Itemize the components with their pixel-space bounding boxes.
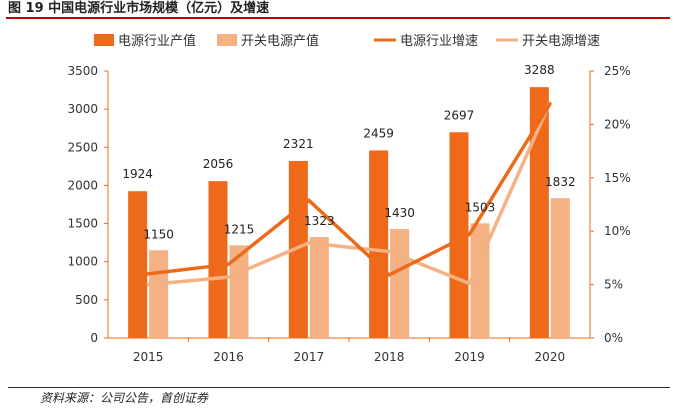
bar-industry-output [128, 191, 148, 338]
bar-switch-output [390, 228, 410, 338]
legend-label: 电源行业产值 [118, 33, 196, 49]
bar-switch-output [550, 198, 570, 338]
source-rule [8, 387, 670, 388]
x-tick-label: 2018 [374, 350, 405, 364]
line-industry-growth [146, 102, 552, 277]
axes: 0 500 1000 1500 2000 2500 3000 3500 0% 5% 10% 15% 20… [67, 64, 630, 364]
growth-lines [146, 101, 552, 287]
bar-industry-output [369, 150, 389, 338]
right-tick-label: 0% [604, 331, 623, 345]
data-label-switch: 1150 [143, 227, 174, 241]
data-label-industry: 1924 [122, 167, 153, 181]
bar-industry-output [449, 132, 469, 338]
left-tick-label: 500 [75, 293, 98, 307]
left-tick-label: 2500 [67, 140, 98, 154]
figure-title: 图 19 中国电源行业市场规模（亿元）及增速 [8, 1, 270, 16]
bar-industry-output [208, 181, 228, 338]
left-tick-label: 1500 [67, 217, 98, 231]
legend: 电源行业产值 开关电源产值 电源行业增速 开关电源增速 [94, 33, 600, 49]
line-switch-growth [146, 101, 552, 287]
data-label-industry: 3288 [524, 63, 555, 77]
right-tick-label: 15% [604, 171, 631, 185]
x-tick-label: 2015 [133, 350, 164, 364]
right-tick-label: 20% [604, 117, 631, 131]
data-labels: 1924 1150 2056 1215 2321 1323 2459 1430 2697 1503… [122, 63, 575, 241]
data-label-switch: 1503 [465, 200, 496, 214]
legend-swatch [94, 34, 114, 46]
left-tick-label: 3000 [67, 102, 98, 116]
bar-industry-output [529, 87, 549, 338]
right-tick-label: 25% [604, 64, 631, 78]
bars [128, 87, 570, 338]
bar-switch-output [470, 223, 490, 338]
data-label-industry: 2459 [363, 126, 394, 140]
data-label-switch: 1832 [545, 175, 576, 189]
x-tick-label: 2019 [454, 350, 485, 364]
right-tick-label: 5% [604, 278, 623, 292]
left-tick-label: 1000 [67, 255, 98, 269]
data-label-switch: 1430 [384, 206, 415, 220]
legend-label: 开关电源产值 [241, 33, 319, 49]
legend-label: 电源行业增速 [400, 34, 478, 49]
x-tick-label: 2016 [213, 350, 244, 364]
legend-label: 开关电源增速 [522, 34, 600, 49]
data-label-industry: 2697 [444, 108, 475, 122]
title-rule [6, 17, 670, 19]
source-note: 资料来源：公司公告，首创证券 [40, 391, 209, 405]
left-tick-label: 0 [90, 331, 98, 345]
right-tick-label: 10% [604, 224, 631, 238]
left-tick-label: 3500 [67, 64, 98, 78]
data-label-switch: 1215 [224, 222, 255, 236]
legend-swatch [217, 34, 237, 46]
bar-switch-output [229, 245, 249, 338]
x-tick-label: 2017 [294, 350, 325, 364]
x-tick-label: 2020 [535, 350, 566, 364]
data-label-switch: 1323 [304, 214, 335, 228]
left-tick-label: 2000 [67, 178, 98, 192]
bar-switch-output [149, 250, 169, 338]
bar-switch-output [309, 237, 329, 338]
data-label-industry: 2321 [283, 137, 314, 151]
data-label-industry: 2056 [203, 157, 234, 171]
